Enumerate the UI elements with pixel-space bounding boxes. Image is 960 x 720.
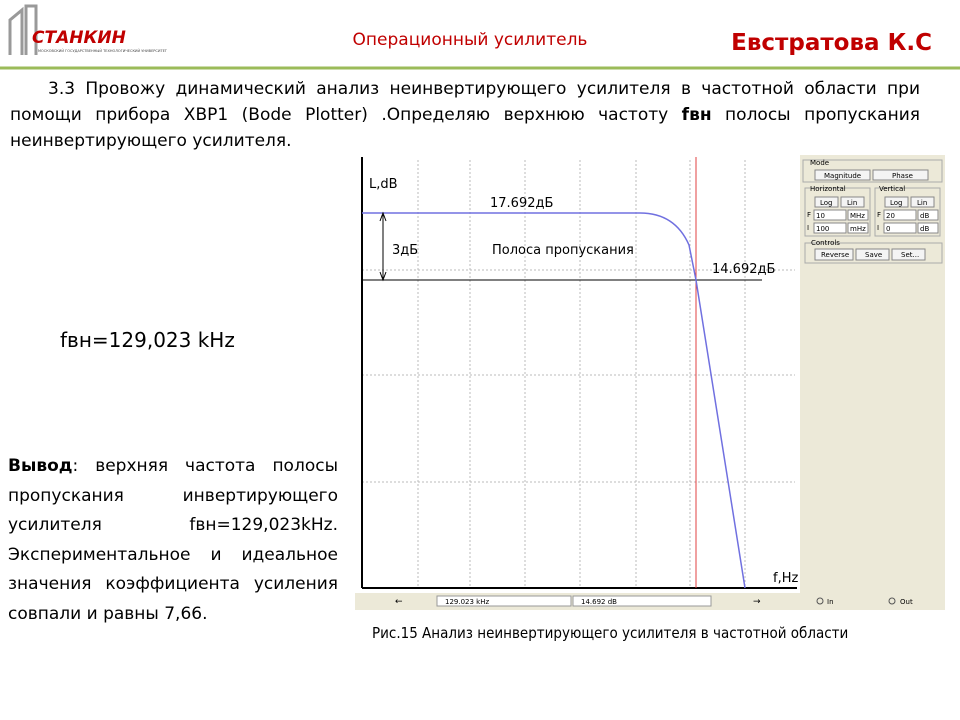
button-label: Reverse xyxy=(821,251,849,259)
button[interactable] xyxy=(884,196,909,208)
button[interactable] xyxy=(855,248,890,261)
bold-text: fвн xyxy=(681,105,712,125)
text: полосы пропускания неинвертирующего усил… xyxy=(10,105,920,151)
panel-label: Controls xyxy=(811,239,840,247)
button[interactable] xyxy=(891,248,926,261)
button-label: Log xyxy=(820,199,833,207)
terminal-label: Out xyxy=(900,598,913,606)
logo-sub: МОСКОВСКИЙ ГОСУДАРСТВЕННЫЙ ТЕХНОЛОГИЧЕСК… xyxy=(38,48,168,53)
header-graphics: СТАНКИН МОСКОВСКИЙ ГОСУДАРСТВЕННЫЙ ТЕХНО… xyxy=(0,4,960,70)
svg-text:→: → xyxy=(753,597,761,607)
button[interactable] xyxy=(840,196,865,208)
text: : верхняя частота полосы пропускания инв… xyxy=(8,456,338,624)
button-label: Phase xyxy=(892,172,913,180)
author: Евстратова К.С xyxy=(731,30,932,56)
field-value: dB xyxy=(920,225,929,233)
bode-plot: L,dB 17.692дБ 3дБ Полоса пропускания 14.… xyxy=(355,155,945,610)
bold-text: Вывод xyxy=(8,456,73,476)
caption: Рис.15 Анализ неинвертирующего усилителя… xyxy=(372,624,849,642)
button-label: Log xyxy=(890,199,903,207)
field-value: MHz xyxy=(850,212,865,220)
field-value: 10 xyxy=(816,212,825,220)
formula: fвн=129,023 kHz xyxy=(60,328,235,352)
x-label: f,Hz xyxy=(773,571,798,586)
intro-text: 3.3 Провожу динамический анализ неинверт… xyxy=(10,76,920,154)
terminal-label: In xyxy=(827,598,834,606)
button-label: Lin xyxy=(847,199,857,207)
field-value: dB xyxy=(920,212,929,220)
button[interactable] xyxy=(910,196,935,208)
button[interactable] xyxy=(814,169,871,181)
field-value: mHz xyxy=(850,225,866,233)
field-label: I xyxy=(807,224,809,232)
field-label: F xyxy=(877,211,881,219)
button[interactable] xyxy=(814,248,854,261)
level-label: 14.692дБ xyxy=(712,262,775,277)
band-label: Полоса пропускания xyxy=(492,243,634,258)
field-value: 100 xyxy=(816,225,829,233)
panel-label: Horizontal xyxy=(810,185,846,193)
slide-title: Операционный усилитель xyxy=(352,30,588,50)
logo-name: СТАНКИН xyxy=(32,28,126,48)
field-value: 20 xyxy=(886,212,895,220)
button[interactable] xyxy=(872,169,929,181)
readout: 129.023 kHz xyxy=(445,598,489,606)
readout: 14.692 dB xyxy=(581,598,617,606)
text: 3.3 Провожу динамический анализ неинверт… xyxy=(10,79,920,125)
level-label: 17.692дБ xyxy=(490,196,553,211)
conclusion: Вывод: верхняя частота полосы пропускани… xyxy=(8,452,338,629)
field-label: I xyxy=(877,224,879,232)
field-value: 0 xyxy=(886,225,890,233)
field-label: F xyxy=(807,211,811,219)
delta-label: 3дБ xyxy=(392,243,418,258)
panel-label: Mode xyxy=(810,159,829,167)
button-label: Lin xyxy=(917,199,927,207)
button-label: Save xyxy=(865,251,882,259)
panel-label: Vertical xyxy=(879,185,905,193)
button-label: Magnitude xyxy=(824,172,861,180)
button-label: Set... xyxy=(901,251,919,259)
y-label: L,dB xyxy=(369,177,398,192)
button[interactable] xyxy=(814,196,839,208)
svg-text:←: ← xyxy=(395,597,403,607)
